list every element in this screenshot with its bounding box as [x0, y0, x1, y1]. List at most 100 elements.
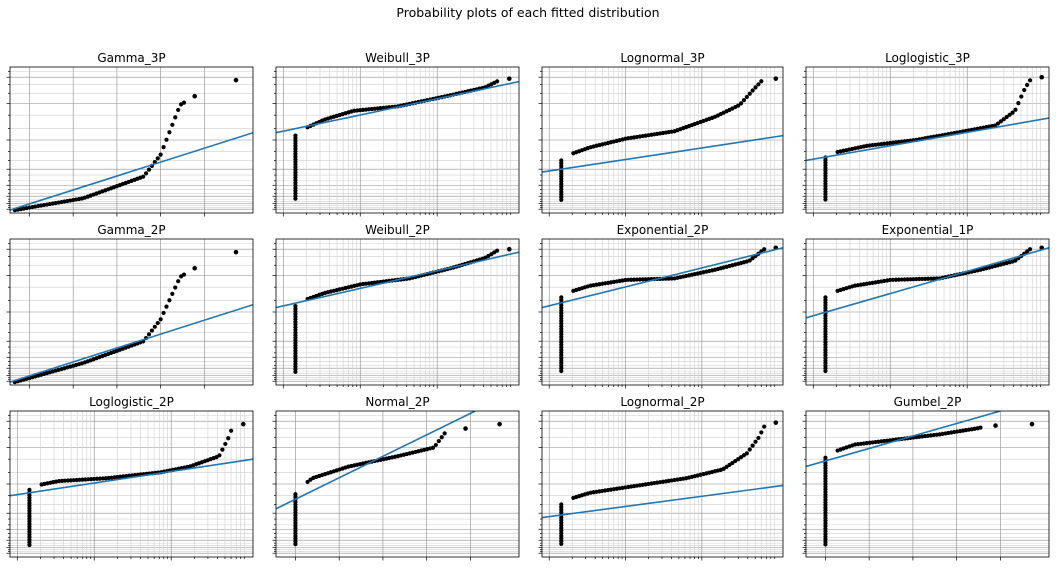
data-point [495, 79, 500, 84]
data-point [1039, 74, 1045, 80]
panel-title-gumbel-2p: Gumbel_2P [893, 395, 962, 409]
plot-gumbel-2p [802, 410, 1050, 561]
data-point [439, 435, 444, 440]
plot-loglogistic-2p [6, 410, 254, 561]
points-weibull-2p [293, 246, 512, 374]
points-exponential-1p [823, 245, 1045, 374]
data-point [141, 174, 146, 179]
data-point [1013, 258, 1018, 263]
data-point [164, 304, 169, 309]
data-point [1001, 117, 1006, 122]
data-point [305, 479, 310, 485]
data-point [161, 145, 166, 150]
data-point [167, 130, 172, 135]
data-point [463, 426, 468, 431]
data-point [497, 421, 502, 427]
data-point [823, 197, 828, 202]
ticks-exponential-2p [538, 243, 776, 389]
data-point [192, 265, 197, 271]
plot-weibull-2p [272, 238, 520, 389]
data-point [993, 423, 998, 428]
data-point [747, 258, 752, 263]
data-point [744, 94, 749, 100]
grid-lognormal-3p [542, 67, 783, 213]
data-point [1027, 78, 1033, 83]
data-point [1029, 421, 1035, 427]
data-point [1004, 114, 1009, 120]
data-point [823, 368, 828, 374]
panel-title-gamma-3p: Gamma_3P [97, 51, 166, 65]
fitted-line [806, 411, 1001, 468]
data-point [753, 85, 758, 90]
figure-title: Probability plots of each fitted distrib… [396, 5, 660, 20]
data-point [1010, 110, 1015, 115]
fitted-line [10, 303, 253, 383]
data-point [155, 320, 160, 326]
points-loglogistic-2p [27, 421, 246, 548]
ticks-loglogistic-3p [802, 71, 1041, 217]
data-point [762, 247, 767, 252]
data-point [173, 285, 178, 290]
data-point [1007, 112, 1012, 117]
data-point [744, 451, 749, 456]
data-point [1027, 247, 1033, 252]
data-point [750, 443, 755, 448]
data-point [170, 291, 175, 296]
ticks-weibull-2p [272, 243, 511, 389]
data-point [229, 428, 234, 433]
panel-title-normal-2p: Normal_2P [365, 395, 430, 409]
data-point [1013, 107, 1018, 112]
grid-gamma-2p [10, 239, 253, 385]
data-point [756, 82, 761, 87]
data-point [1025, 82, 1030, 88]
fitted-line [276, 251, 519, 309]
data-point [293, 542, 298, 547]
data-point [176, 107, 181, 113]
fitted-line [276, 80, 519, 134]
data-point [741, 98, 747, 103]
ticks-gamma-2p [6, 243, 205, 389]
data-point [759, 79, 764, 84]
data-point [747, 447, 752, 452]
plot-weibull-3p [272, 66, 520, 217]
data-point [1019, 94, 1024, 99]
panel-title-loglogistic-3p: Loglogistic_3P [885, 51, 970, 65]
data-point [146, 332, 152, 337]
fitted-line [542, 246, 783, 309]
data-point [170, 122, 175, 127]
points-lognormal-2p [559, 420, 779, 546]
panel-title-lognormal-2p: Lognormal_2P [620, 395, 705, 409]
points-normal-2p [293, 421, 502, 547]
data-point [753, 439, 758, 444]
points-weibull-3p [293, 76, 512, 201]
grid-weibull-3p [276, 67, 519, 213]
data-point [773, 420, 779, 425]
data-point [181, 272, 187, 277]
data-point [756, 435, 761, 441]
points-lognormal-3p [559, 76, 779, 202]
data-point [220, 447, 225, 452]
data-point [146, 167, 152, 172]
data-point [161, 310, 166, 316]
data-point [759, 430, 764, 435]
data-point [240, 421, 246, 427]
data-point [738, 101, 744, 106]
points-gamma-3p [12, 77, 239, 213]
grid-gumbel-2p [806, 411, 1049, 557]
data-point [506, 246, 512, 252]
data-point [430, 445, 436, 450]
data-point [192, 93, 197, 99]
plot-exponential-2p [538, 238, 784, 389]
fitted-line [276, 411, 476, 510]
fitted-line [542, 484, 783, 519]
points-gamma-2p [12, 249, 239, 385]
fitted-line [806, 117, 1049, 162]
grid-exponential-1p [806, 239, 1049, 385]
panel-title-exponential-2p: Exponential_2P [616, 223, 709, 237]
fitted-line [10, 458, 253, 497]
plot-gamma-3p [6, 66, 254, 217]
data-point [158, 317, 163, 322]
data-point [226, 436, 231, 441]
data-point [506, 76, 512, 81]
